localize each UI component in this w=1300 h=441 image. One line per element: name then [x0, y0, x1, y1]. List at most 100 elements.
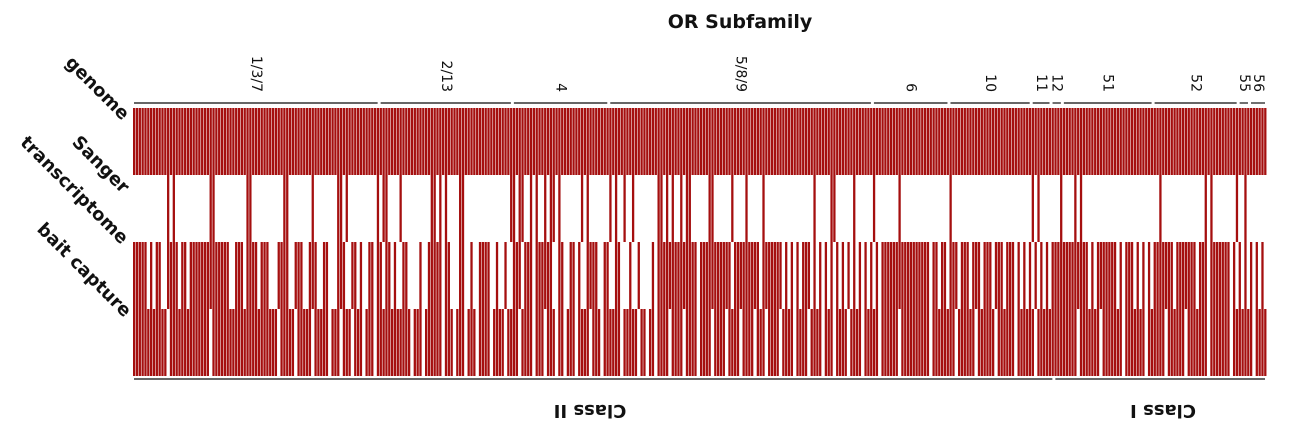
cell-transcriptome [1060, 242, 1063, 309]
cell-transcriptome [578, 242, 581, 309]
cell-transcriptome [756, 242, 759, 309]
cell-bait-capture [1000, 309, 1003, 376]
cell-genome [804, 108, 808, 175]
cell-bait-capture [597, 309, 601, 376]
cell-bait-capture [1201, 309, 1205, 376]
cell-genome [544, 108, 547, 175]
cell-Sanger [1204, 175, 1207, 242]
cell-Sanger [688, 175, 691, 242]
cell-genome [572, 108, 575, 175]
cell-transcriptome [719, 242, 723, 309]
cell-transcriptome [549, 242, 553, 309]
cell-genome [254, 108, 258, 175]
cell-transcriptome [1130, 242, 1134, 309]
cell-bait-capture [830, 309, 833, 376]
cell-transcriptome [1164, 242, 1168, 309]
cell-genome [748, 108, 751, 175]
cell-transcriptome [286, 242, 289, 309]
cell-genome [1054, 108, 1057, 175]
cell-genome [949, 108, 952, 175]
cell-genome [847, 108, 850, 175]
cell-genome [711, 108, 714, 175]
cell-genome [901, 108, 904, 175]
cell-genome [133, 108, 136, 175]
cell-transcriptome [538, 242, 541, 309]
cell-transcriptome [1159, 242, 1162, 309]
cell-bait-capture [535, 309, 538, 376]
cell-genome [220, 108, 224, 175]
cell-bait-capture [906, 309, 910, 376]
cell-bait-capture [810, 309, 813, 376]
cell-bait-capture [694, 309, 697, 376]
cell-bait-capture [1247, 309, 1250, 376]
cell-genome [969, 108, 972, 175]
cell-transcriptome [898, 242, 901, 309]
cell-bait-capture [1215, 309, 1219, 376]
cell-genome [790, 108, 794, 175]
cell-transcriptome [745, 242, 748, 309]
cell-genome [1227, 108, 1230, 175]
cell-transcriptome [1213, 242, 1216, 309]
cell-bait-capture [1091, 309, 1094, 376]
cell-bait-capture [904, 309, 907, 376]
cell-bait-capture [229, 309, 232, 376]
cell-bait-capture [603, 309, 606, 376]
cell-genome [459, 108, 462, 175]
cell-genome [1139, 108, 1142, 175]
cell-transcriptome [975, 242, 978, 309]
cell-genome [1051, 108, 1054, 175]
cell-bait-capture [1147, 309, 1151, 376]
cell-bait-capture [1085, 309, 1088, 376]
cell-genome [634, 108, 638, 175]
cell-transcriptome [393, 242, 397, 309]
cell-genome [439, 108, 442, 175]
cell-Sanger [586, 175, 589, 242]
cell-bait-capture [884, 309, 887, 376]
cell-Sanger [657, 175, 660, 242]
cell-transcriptome [1108, 242, 1111, 309]
cell-transcriptome [402, 242, 405, 309]
cell-Sanger [671, 175, 674, 242]
cell-bait-capture [580, 309, 584, 376]
cell-transcriptome [736, 242, 740, 309]
cell-bait-capture [969, 309, 972, 376]
cell-transcriptome [172, 242, 175, 309]
cell-bait-capture [680, 309, 683, 376]
cell-genome [802, 108, 805, 175]
cell-genome [362, 108, 365, 175]
cell-genome [714, 108, 717, 175]
cell-Sanger [614, 175, 618, 242]
cell-bait-capture [524, 309, 527, 376]
cell-genome [390, 108, 394, 175]
cell-transcriptome [926, 242, 930, 309]
cell-bait-capture [300, 309, 303, 376]
cell-genome [422, 108, 425, 175]
cell-bait-capture [940, 309, 944, 376]
cell-bait-capture [461, 309, 465, 376]
cell-bait-capture [977, 309, 981, 376]
cell-bait-capture [648, 309, 652, 376]
cell-genome [912, 108, 915, 175]
cell-bait-capture [246, 309, 249, 376]
cell-genome [447, 108, 450, 175]
cell-genome [376, 108, 380, 175]
cell-genome [396, 108, 399, 175]
cell-bait-capture [864, 309, 867, 376]
subfamily-label: 2/13 [438, 61, 454, 92]
cell-genome [1142, 108, 1145, 175]
cell-genome [1238, 108, 1241, 175]
cell-transcriptome [342, 242, 346, 309]
cell-bait-capture [1167, 309, 1171, 376]
cell-genome [512, 108, 516, 175]
cell-genome [734, 108, 737, 175]
cell-Sanger [1159, 175, 1162, 242]
cell-transcriptome [1249, 242, 1253, 309]
cell-bait-capture [515, 309, 519, 376]
cell-genome [926, 108, 930, 175]
cell-genome [365, 108, 368, 175]
cell-transcriptome [235, 242, 238, 309]
cell-bait-capture [887, 309, 890, 376]
cell-bait-capture [161, 309, 164, 376]
cell-transcriptome [371, 242, 374, 309]
